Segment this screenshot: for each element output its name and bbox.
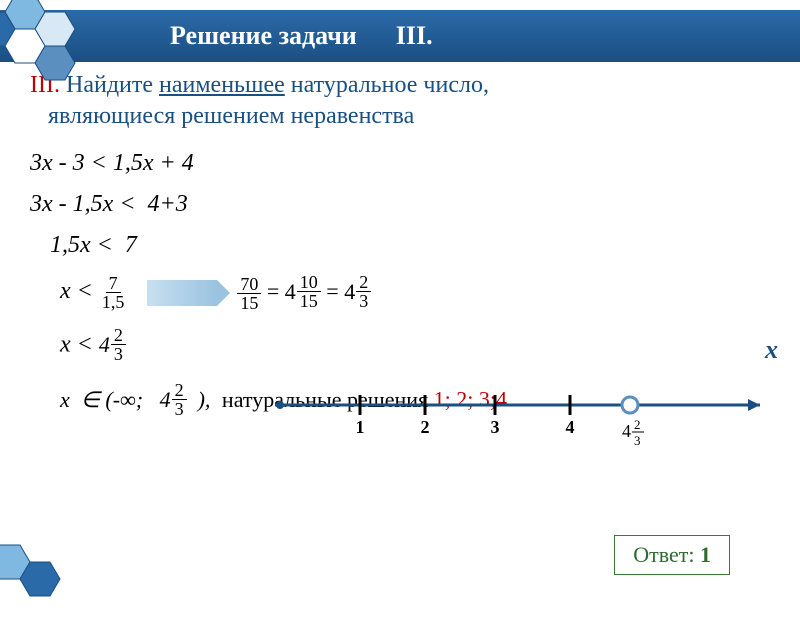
step-2: 3x - 1,5x < 4+3: [30, 191, 780, 218]
problem-text-1b: натуральное число,: [285, 72, 489, 98]
hex-decoration-top: [0, 0, 125, 105]
arrow-icon: [147, 280, 217, 306]
header-title: Решение задачи III.: [170, 21, 433, 51]
svg-text:4: 4: [622, 421, 631, 441]
answer-box: Ответ: 1: [614, 535, 730, 575]
header-title-prefix: Решение задачи: [170, 21, 357, 50]
answer-label: Ответ:: [633, 542, 700, 567]
svg-text:4: 4: [566, 417, 575, 437]
problem-text-2: являющиеся решением неравенства: [48, 103, 414, 129]
svg-text:2: 2: [634, 417, 641, 432]
problem-underlined: наименьшее: [159, 72, 285, 98]
answer-value: 1: [700, 542, 711, 567]
step-4: x < 71,5 7015 = 41015 = 423: [60, 273, 780, 312]
interval-expr: x ∈ (-∞; 423 ),: [60, 387, 216, 412]
svg-text:3: 3: [634, 433, 641, 448]
step-3: 1,5x < 7: [50, 232, 780, 259]
step4-rhs: 7015 = 41015 = 423: [237, 273, 371, 312]
step-5: x < 423: [60, 326, 780, 363]
svg-text:3: 3: [491, 417, 500, 437]
hex-decoration-bottom: [0, 535, 70, 620]
header-roman: III.: [396, 21, 433, 50]
x-axis-label: x: [765, 335, 778, 365]
svg-text:2: 2: [421, 417, 430, 437]
step4-lhs: x < 71,5: [60, 274, 127, 311]
svg-text:1: 1: [356, 417, 365, 437]
problem-statement: III. Найдите наименьшее натуральное числ…: [30, 70, 780, 132]
step-1: 3x - 3 < 1,5x + 4: [30, 150, 780, 177]
number-line: 1 2 3 4 4 2 3: [270, 375, 780, 465]
content-area: III. Найдите наименьшее натуральное числ…: [30, 70, 780, 418]
